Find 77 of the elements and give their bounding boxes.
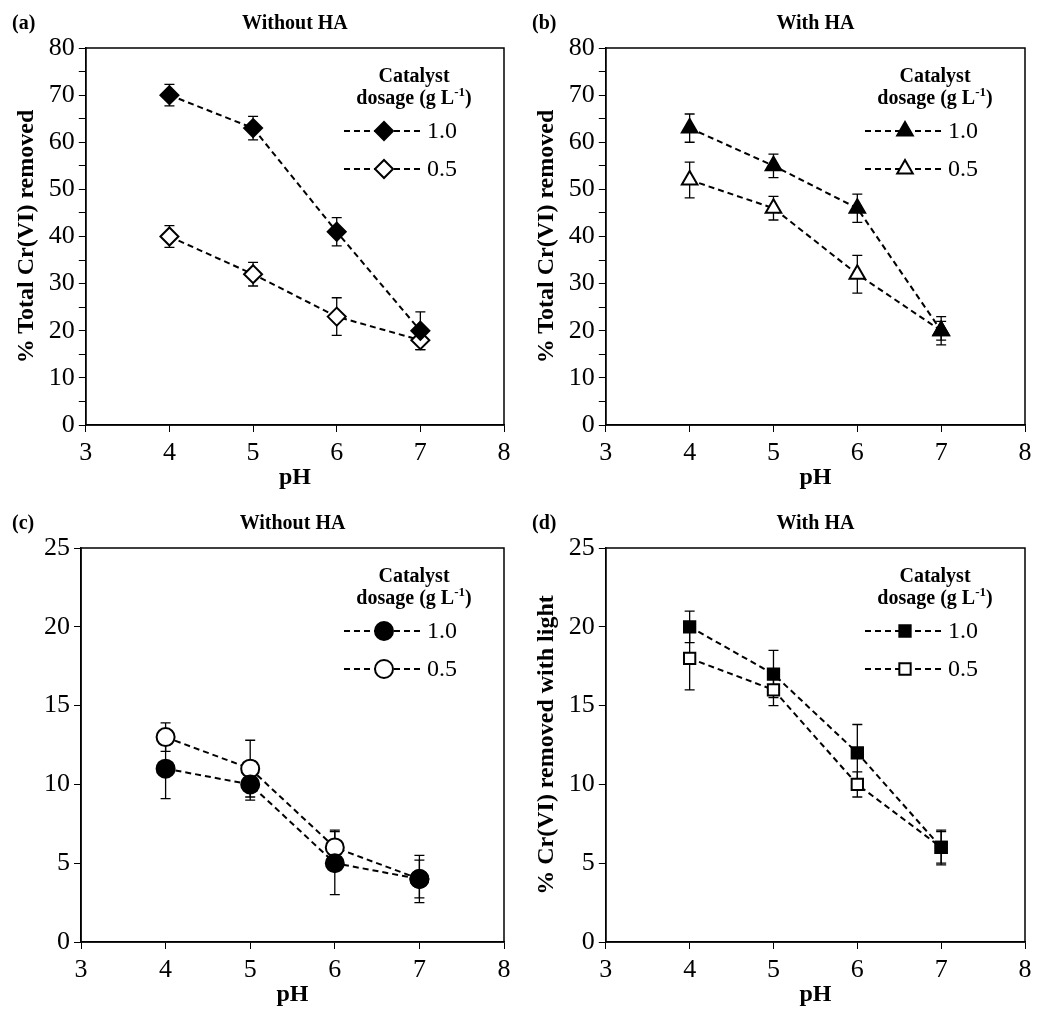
x-tick-label: 4 xyxy=(683,437,697,467)
y-tick-label: 80 xyxy=(568,31,595,61)
y-axis-title: % Total Cr(VI) removed xyxy=(531,109,558,364)
legend-label: 0.5 xyxy=(427,155,457,182)
x-tick-label: 4 xyxy=(159,954,173,984)
legend-label: 1.0 xyxy=(948,117,978,144)
legend-label: 0.5 xyxy=(427,655,457,682)
chart-title: With HA xyxy=(776,11,855,34)
text: (a) xyxy=(12,11,36,35)
x-tick-label: 3 xyxy=(74,954,88,984)
y-tick-label: 20 xyxy=(48,314,75,344)
x-axis-title: pH xyxy=(276,979,309,1006)
x-tick-label: 3 xyxy=(79,437,93,467)
y-axis-title: % Cr(VI) removed with light xyxy=(531,595,558,895)
y-tick-label: 20 xyxy=(568,610,595,640)
x-tick-label: 8 xyxy=(1018,437,1032,467)
y-tick-label: 5 xyxy=(581,847,595,877)
x-tick-label: 7 xyxy=(934,437,948,467)
x-tick-label: 5 xyxy=(246,437,260,467)
y-tick-label: 0 xyxy=(581,925,595,955)
y-tick-label: 5 xyxy=(57,847,70,877)
y-tick-label: 60 xyxy=(568,126,595,156)
x-tick-label: 6 xyxy=(328,954,342,984)
x-tick-label: 7 xyxy=(412,954,426,984)
y-axis-title: % Total Cr(VI) removed xyxy=(11,109,38,364)
x-tick-label: 7 xyxy=(413,437,427,467)
y-tick-label: 80 xyxy=(48,31,75,61)
x-tick-label: 5 xyxy=(766,437,780,467)
text: (c) xyxy=(12,511,35,535)
y-tick-label: 20 xyxy=(568,314,595,344)
x-tick-label: 6 xyxy=(850,437,864,467)
legend-label: 1.0 xyxy=(427,617,457,644)
legend-label: 0.5 xyxy=(948,155,978,182)
chart-title: Without HA xyxy=(239,511,346,534)
y-tick-label: 0 xyxy=(581,408,595,438)
x-tick-label: 8 xyxy=(497,954,511,984)
y-tick-label: 40 xyxy=(568,220,595,250)
y-tick-label: 15 xyxy=(568,689,595,719)
legend-label: 1.0 xyxy=(948,617,978,644)
y-tick-label: 15 xyxy=(44,689,70,719)
x-tick-label: 6 xyxy=(850,954,864,984)
x-tick-label: 4 xyxy=(683,954,697,984)
y-tick-label: 20 xyxy=(44,610,70,640)
chart-title: With HA xyxy=(776,511,855,534)
y-tick-label: 0 xyxy=(57,925,70,955)
x-tick-label: 4 xyxy=(162,437,176,467)
x-tick-label: 5 xyxy=(766,954,780,984)
text: (d) xyxy=(532,511,557,535)
x-tick-label: 6 xyxy=(330,437,344,467)
x-tick-label: 3 xyxy=(599,954,613,984)
y-tick-label: 0 xyxy=(61,408,75,438)
y-tick-label: 70 xyxy=(48,78,75,108)
text: (b) xyxy=(532,11,557,35)
x-tick-label: 8 xyxy=(497,437,511,467)
y-tick-label: 10 xyxy=(48,361,75,391)
y-tick-label: 25 xyxy=(44,531,70,561)
y-tick-label: 50 xyxy=(48,173,75,203)
y-tick-label: 30 xyxy=(48,267,75,297)
y-tick-label: 10 xyxy=(568,361,595,391)
legend-label: 0.5 xyxy=(948,655,978,682)
x-axis-title: pH xyxy=(278,462,312,489)
y-tick-label: 70 xyxy=(568,78,595,108)
x-tick-label: 5 xyxy=(243,954,257,984)
x-tick-label: 3 xyxy=(599,437,613,467)
x-tick-label: 8 xyxy=(1018,954,1032,984)
y-tick-label: 30 xyxy=(568,267,595,297)
y-tick-label: 25 xyxy=(568,531,595,561)
y-tick-label: 10 xyxy=(44,768,70,798)
y-tick-label: 50 xyxy=(568,173,595,203)
chart-title: Without HA xyxy=(242,11,349,34)
legend-label: 1.0 xyxy=(427,117,457,144)
x-axis-title: pH xyxy=(799,462,832,489)
y-tick-label: 60 xyxy=(48,126,75,156)
x-axis-title: pH xyxy=(799,979,832,1006)
y-tick-label: 40 xyxy=(48,220,75,250)
x-tick-label: 7 xyxy=(934,954,948,984)
y-tick-label: 10 xyxy=(568,768,595,798)
